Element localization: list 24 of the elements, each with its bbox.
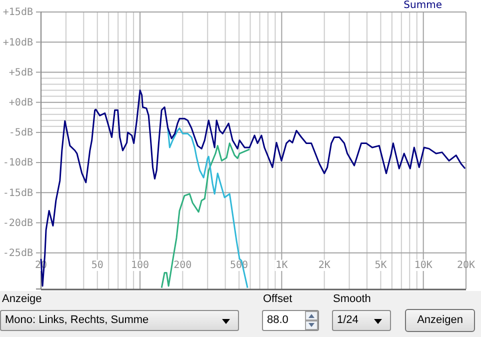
text: 88.0 [267, 314, 288, 326]
y-tick-label: -15dB [2, 188, 33, 199]
text: Smooth [333, 293, 371, 305]
x-tick-label: 2K [318, 260, 330, 271]
y-tick-label: +10dB [2, 37, 33, 48]
x-tick-label: 1K [276, 260, 288, 271]
y-tick-label: +5dB [8, 67, 33, 78]
y-tick-label: -20dB [2, 218, 33, 229]
x-tick-label: 5K [374, 260, 387, 271]
x-tick-label: 50 [91, 260, 104, 271]
y-tick-label: -5dB [8, 128, 33, 139]
text: Mono: Links, Rechts, Summe [5, 314, 149, 326]
text: Anzeige [2, 293, 42, 305]
y-tick-label: +0dB [8, 98, 33, 109]
text: 1/24 [337, 314, 358, 326]
text: Offset [263, 293, 292, 305]
x-tick-label: 200 [174, 260, 192, 271]
x-tick-label: 100 [130, 260, 150, 271]
y-tick-label: -10dB [2, 158, 33, 169]
text: Anzeigen [417, 314, 463, 326]
text: Summe [404, 0, 442, 11]
y-tick-label: -25dB [2, 248, 33, 260]
y-tick-label: +15dB [2, 7, 33, 18]
x-tick-label: 10K [414, 260, 432, 271]
